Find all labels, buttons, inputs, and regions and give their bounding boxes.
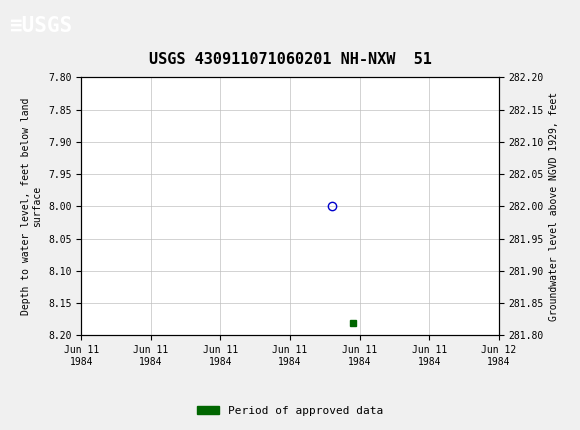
Text: USGS 430911071060201 NH-NXW  51: USGS 430911071060201 NH-NXW 51 [148, 52, 432, 67]
Legend: Period of approved data: Period of approved data [193, 401, 387, 420]
Y-axis label: Depth to water level, feet below land
surface: Depth to water level, feet below land su… [21, 98, 42, 315]
Text: ≡USGS: ≡USGS [9, 16, 72, 36]
Y-axis label: Groundwater level above NGVD 1929, feet: Groundwater level above NGVD 1929, feet [549, 92, 559, 321]
